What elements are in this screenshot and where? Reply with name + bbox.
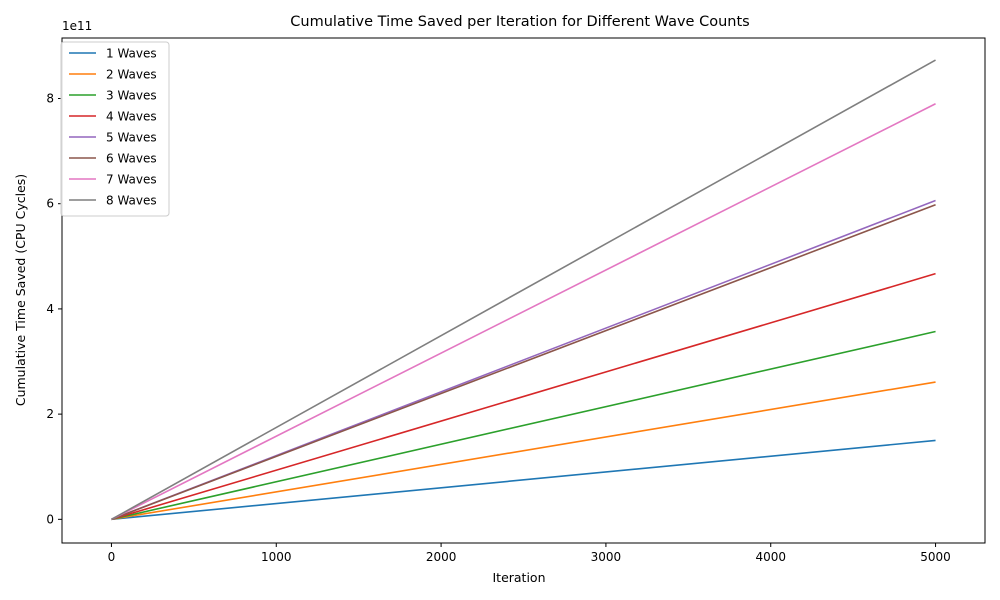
legend-label: 8 Waves: [106, 194, 157, 208]
series-line-4: [111, 272, 936, 521]
axes-frame: [61, 37, 986, 544]
x-tick-label: 5000: [920, 550, 951, 564]
legend-label: 3 Waves: [106, 89, 157, 103]
series-line-8: [111, 59, 936, 521]
series-line-3: [111, 330, 936, 521]
plot-area: [61, 37, 986, 544]
x-tick-label: 3000: [591, 550, 622, 564]
legend-box: [60, 41, 170, 217]
y-tick-label: 8: [46, 91, 54, 105]
series-line-6: [111, 204, 936, 521]
legend-label: 4 Waves: [106, 110, 157, 124]
chart-title: Cumulative Time Saved per Iteration for …: [290, 14, 749, 30]
legend: 1 Waves 2 Waves 3 Waves 4 Waves 5 Waves 6 Wav…: [60, 41, 170, 217]
legend-label: 5 Waves: [106, 131, 157, 145]
legend-label: 6 Waves: [106, 152, 157, 166]
legend-label: 2 Waves: [106, 68, 157, 82]
series-line-1: [111, 439, 936, 521]
legend-label: 1 Waves: [106, 47, 157, 61]
x-tick-label: 0: [108, 550, 116, 564]
y-tick-label: 2: [46, 407, 54, 421]
x-tick-label: 4000: [755, 550, 786, 564]
series-line-7: [111, 103, 936, 521]
x-axis-label: Iteration: [492, 570, 545, 585]
y-tick-label: 4: [46, 302, 54, 316]
y-axis-label: Cumulative Time Saved (CPU Cycles): [13, 174, 28, 406]
y-tick-label: 6: [46, 197, 54, 211]
series-lines: [111, 59, 936, 521]
x-axis-ticks: 0 1000 2000 3000 4000 5000: [108, 543, 951, 564]
legend-label: 7 Waves: [106, 173, 157, 187]
y-tick-label: 0: [46, 512, 54, 526]
series-line-2: [111, 381, 936, 521]
x-tick-label: 2000: [426, 550, 457, 564]
x-tick-label: 1000: [261, 550, 292, 564]
y-offset-label: 1e11: [62, 19, 92, 33]
y-axis-ticks: 0 2 4 6 8: [46, 91, 62, 526]
